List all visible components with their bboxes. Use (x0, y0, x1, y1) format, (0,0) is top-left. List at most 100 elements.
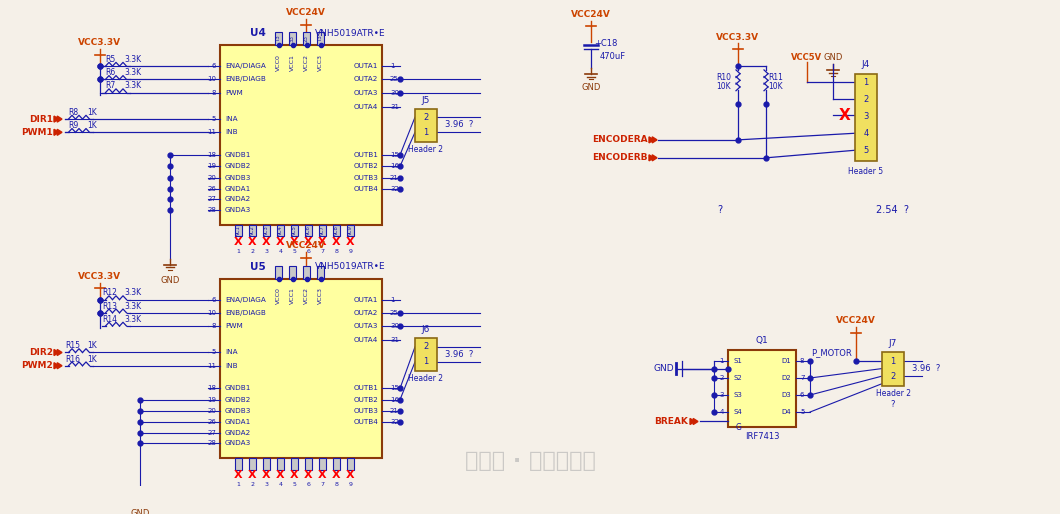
Text: PWM: PWM (225, 323, 243, 329)
Text: VCC24V: VCC24V (286, 8, 325, 17)
Text: VCC1: VCC1 (290, 287, 295, 304)
Text: U5: U5 (250, 262, 266, 271)
Text: VCC3: VCC3 (318, 54, 323, 71)
Bar (263, 458, 270, 470)
Text: X: X (248, 237, 257, 247)
Text: D2: D2 (781, 375, 791, 381)
Text: 6: 6 (800, 392, 805, 398)
Text: OUTA4: OUTA4 (354, 104, 378, 110)
Text: NC3: NC3 (264, 225, 269, 236)
Text: PWM: PWM (225, 89, 243, 96)
Bar (305, 458, 312, 470)
Text: OUTB1: OUTB1 (353, 152, 378, 158)
Text: 1: 1 (864, 78, 868, 87)
Text: 33: 33 (290, 35, 295, 42)
Text: 3: 3 (265, 482, 268, 487)
Text: OUTA2: OUTA2 (354, 77, 378, 82)
Bar (882, 353, 904, 386)
Text: ENA/DIAGA: ENA/DIAGA (225, 297, 266, 303)
Text: 8: 8 (212, 89, 216, 96)
Text: X: X (262, 470, 270, 481)
Text: 3.3K: 3.3K (124, 55, 141, 64)
Text: GNDA3: GNDA3 (225, 207, 251, 213)
Bar (220, 45, 382, 225)
Text: 32: 32 (390, 419, 399, 426)
Text: INA: INA (225, 116, 237, 122)
Bar (275, 32, 282, 45)
Text: OUTA1: OUTA1 (354, 297, 378, 303)
Text: VNH5019ATR•E: VNH5019ATR•E (315, 29, 386, 38)
Text: OUTA3: OUTA3 (354, 323, 378, 329)
Text: 4: 4 (279, 482, 283, 487)
Text: OUTA2: OUTA2 (354, 310, 378, 316)
Text: VNH5019ATR•E: VNH5019ATR•E (315, 262, 386, 271)
Text: R14: R14 (103, 315, 118, 324)
Bar (303, 32, 310, 45)
Text: INB: INB (225, 363, 237, 369)
Text: VCC0: VCC0 (276, 287, 281, 304)
Text: X: X (290, 237, 299, 247)
Polygon shape (652, 137, 657, 143)
Bar (317, 32, 324, 45)
Text: ?: ? (718, 205, 723, 215)
Polygon shape (693, 418, 697, 425)
Text: 18: 18 (207, 386, 216, 391)
Polygon shape (54, 363, 58, 369)
Text: S2: S2 (734, 375, 742, 381)
Text: J6: J6 (422, 325, 430, 334)
Text: 23: 23 (304, 35, 310, 42)
Text: 5: 5 (293, 482, 297, 487)
Text: 5: 5 (864, 146, 868, 155)
Text: Header 2: Header 2 (408, 145, 443, 154)
Bar (855, 74, 877, 161)
Text: 3: 3 (863, 112, 869, 121)
Text: 11: 11 (207, 363, 216, 369)
Text: D4: D4 (781, 409, 791, 415)
Text: R15: R15 (66, 341, 81, 351)
Text: GNDA2: GNDA2 (225, 196, 251, 203)
Text: X: X (318, 470, 326, 481)
Text: ENA/DIAGA: ENA/DIAGA (225, 63, 266, 69)
Text: 19: 19 (207, 163, 216, 169)
Text: NC2: NC2 (250, 225, 255, 236)
Text: 8: 8 (212, 323, 216, 329)
Text: 5: 5 (800, 409, 805, 415)
Text: D1: D1 (781, 358, 791, 364)
Text: ENCODERB: ENCODERB (593, 153, 648, 162)
Text: 7: 7 (320, 249, 324, 254)
Text: 30: 30 (390, 323, 399, 329)
Text: X: X (347, 470, 355, 481)
Text: 5: 5 (293, 249, 297, 254)
Text: 公众号 · 面包板社区: 公众号 · 面包板社区 (464, 451, 596, 471)
Text: VCC24V: VCC24V (836, 316, 876, 325)
Text: X: X (332, 470, 341, 481)
Text: U4: U4 (250, 28, 266, 38)
Text: 6: 6 (212, 297, 216, 303)
Text: NC9: NC9 (348, 225, 353, 236)
Text: 3.3K: 3.3K (124, 302, 141, 310)
Text: GNDB1: GNDB1 (225, 152, 251, 158)
Text: 10K: 10K (717, 82, 731, 91)
Text: GNDA1: GNDA1 (225, 419, 251, 426)
Text: 30: 30 (390, 89, 399, 96)
Text: 4: 4 (720, 409, 724, 415)
Text: 2: 2 (423, 342, 428, 352)
Text: 1K: 1K (87, 341, 96, 351)
Text: 3.96  ?: 3.96 ? (445, 350, 474, 359)
Text: X: X (234, 470, 243, 481)
Text: X: X (332, 237, 341, 247)
Text: 19: 19 (207, 397, 216, 403)
Text: VCC24V: VCC24V (571, 10, 611, 19)
Text: OUTB2: OUTB2 (353, 397, 378, 403)
Text: X: X (277, 470, 285, 481)
Text: +C18: +C18 (594, 39, 617, 48)
Text: INA: INA (225, 350, 237, 356)
Text: ENB/DIAGB: ENB/DIAGB (225, 77, 266, 82)
Bar (333, 458, 340, 470)
Text: X: X (262, 237, 270, 247)
Text: VCC3: VCC3 (318, 287, 323, 304)
Text: 2: 2 (720, 375, 724, 381)
Text: VCC24V: VCC24V (286, 242, 325, 250)
Text: G: G (736, 423, 742, 432)
Text: GNDA2: GNDA2 (225, 430, 251, 436)
